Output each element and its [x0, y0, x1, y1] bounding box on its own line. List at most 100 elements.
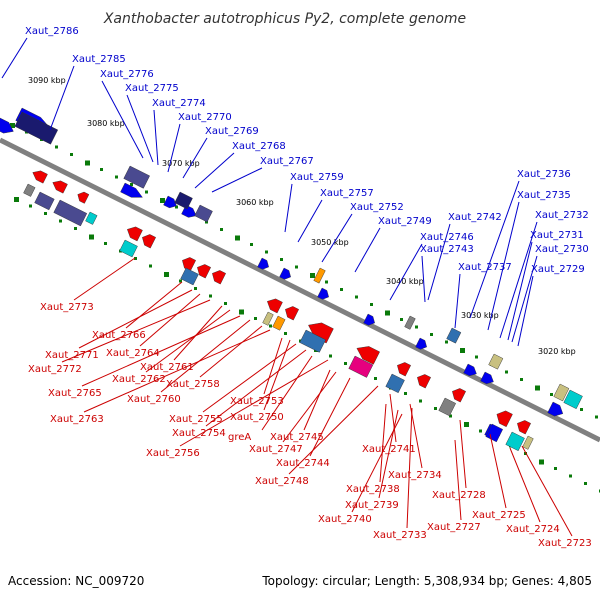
- forward-gene-label: Xaut_2757: [320, 188, 374, 199]
- tick-mark: [220, 228, 223, 231]
- tick-mark: [209, 294, 212, 298]
- tick-mark: [194, 287, 197, 290]
- reverse-gene-leader: [263, 337, 283, 395]
- reverse-strand-labels: Xaut_2773 Xaut_2766 Xaut_2771 Xaut_2764 Xaut…: [28, 257, 592, 549]
- gene-features: [0, 107, 583, 452]
- forward-gene-label: Xaut_2736: [517, 169, 571, 180]
- reverse-cds-arrow: [285, 306, 299, 321]
- reverse-gene-leader: [125, 281, 183, 329]
- rna-feature-box: [485, 423, 503, 443]
- reverse-gene-leader: [351, 413, 403, 513]
- reverse-gene-leader: [378, 409, 399, 499]
- tick-mark: [524, 452, 527, 455]
- reverse-cds-arrow: [182, 257, 196, 272]
- reverse-gene-leader: [309, 377, 351, 457]
- tick-mark: [239, 309, 244, 315]
- reverse-gene-leader: [521, 445, 573, 537]
- rna-feature-box: [348, 355, 374, 378]
- reverse-gene-label: Xaut_2741: [362, 444, 416, 455]
- reverse-gene-label: Xaut_2756: [146, 448, 200, 459]
- forward-gene-leader: [153, 109, 159, 166]
- forward-gene-leader: [49, 65, 75, 131]
- forward-cds-arrow: [279, 267, 291, 280]
- tick-mark: [85, 160, 90, 166]
- reverse-cds-arrow: [517, 420, 531, 435]
- reverse-gene-leader: [199, 325, 263, 378]
- tick-mark: [344, 362, 347, 365]
- reverse-gene-label: Xaut_2734: [388, 470, 442, 481]
- reverse-gene-label: Xaut_2755: [169, 414, 223, 425]
- tick-mark: [404, 392, 407, 395]
- reverse-gene-label: Xaut_2765: [48, 388, 102, 399]
- reverse-gene-label: Xaut_2748: [255, 476, 309, 487]
- rna-feature-box: [438, 397, 456, 417]
- forward-cds-arrow: [257, 257, 269, 270]
- rna-feature-box: [123, 165, 150, 189]
- tick-mark: [400, 318, 403, 321]
- reverse-gene-leader: [160, 319, 251, 393]
- forward-gene-leader: [389, 243, 423, 301]
- tick-mark: [44, 212, 47, 215]
- forward-gene-leader: [182, 137, 208, 179]
- forward-gene-label: Xaut_2752: [350, 202, 404, 213]
- forward-gene-label: Xaut_2743: [420, 244, 474, 255]
- reverse-cds-arrow: [142, 234, 156, 249]
- reverse-gene-label: Xaut_2723: [538, 538, 592, 549]
- reverse-cds-arrow: [77, 191, 90, 204]
- tick-mark: [554, 467, 557, 470]
- forward-gene-leader: [454, 273, 461, 329]
- tick-mark: [70, 153, 73, 156]
- reverse-gene-label: Xaut_2762: [112, 374, 166, 385]
- forward-gene-leader: [469, 180, 520, 319]
- tick-mark: [89, 234, 94, 240]
- tick-mark: [580, 408, 583, 411]
- rna-feature-box: [119, 239, 138, 258]
- forward-gene-label: Xaut_2732: [535, 210, 589, 221]
- reverse-gene-leader: [261, 355, 313, 431]
- tick-mark: [280, 258, 283, 261]
- tick-label: 3060 kbp: [236, 198, 274, 207]
- forward-strand-labels: Xaut_2786 Xaut_2785 Xaut_2776 Xaut_2775 Xaut…: [1, 26, 589, 347]
- reverse-gene-leader: [379, 403, 387, 483]
- rna-feature-box: [180, 267, 199, 286]
- tick-mark: [145, 190, 148, 194]
- reverse-gene-leader: [78, 289, 193, 349]
- tick-mark: [160, 198, 165, 203]
- forward-gene-leader: [511, 255, 538, 343]
- tick-mark: [464, 422, 469, 427]
- tick-mark: [149, 264, 152, 268]
- forward-cds-arrow: [363, 313, 375, 326]
- forward-gene-leader: [126, 94, 154, 163]
- rna-feature-box: [272, 315, 286, 331]
- forward-gene-label: Xaut_2730: [535, 244, 589, 255]
- reverse-gene-label: Xaut_2761: [140, 362, 194, 373]
- rna-feature-box: [522, 435, 534, 450]
- tick-mark: [179, 279, 182, 283]
- tick-mark: [374, 377, 377, 380]
- tick-mark: [310, 273, 315, 278]
- forward-gene-label: Xaut_2770: [178, 112, 232, 123]
- reverse-gene-label: Xaut_2733: [373, 530, 427, 541]
- tick-label: 3070 kbp: [162, 159, 200, 168]
- forward-gene-leader: [211, 167, 263, 193]
- tick-mark: [419, 399, 422, 403]
- tick-mark: [284, 332, 287, 335]
- reverse-cds-arrow: [452, 388, 466, 403]
- tick-label: 3080 kbp: [87, 119, 125, 128]
- forward-gene-leader: [487, 201, 520, 331]
- rna-feature-box: [385, 373, 405, 394]
- reverse-gene-leader: [509, 447, 541, 523]
- rna-feature-box: [85, 211, 98, 225]
- tick-mark: [475, 355, 478, 359]
- forward-gene-label: Xaut_2742: [448, 212, 502, 223]
- tick-mark: [535, 385, 540, 391]
- forward-gene-label: Xaut_2737: [458, 262, 512, 273]
- forward-gene-label: Xaut_2746: [420, 232, 474, 243]
- reverse-gene-label: Xaut_2772: [28, 364, 82, 375]
- forward-gene-leader: [507, 241, 533, 341]
- tick-mark: [595, 415, 598, 419]
- rna-feature-box: [53, 199, 88, 227]
- reverse-cds-arrow: [397, 362, 411, 377]
